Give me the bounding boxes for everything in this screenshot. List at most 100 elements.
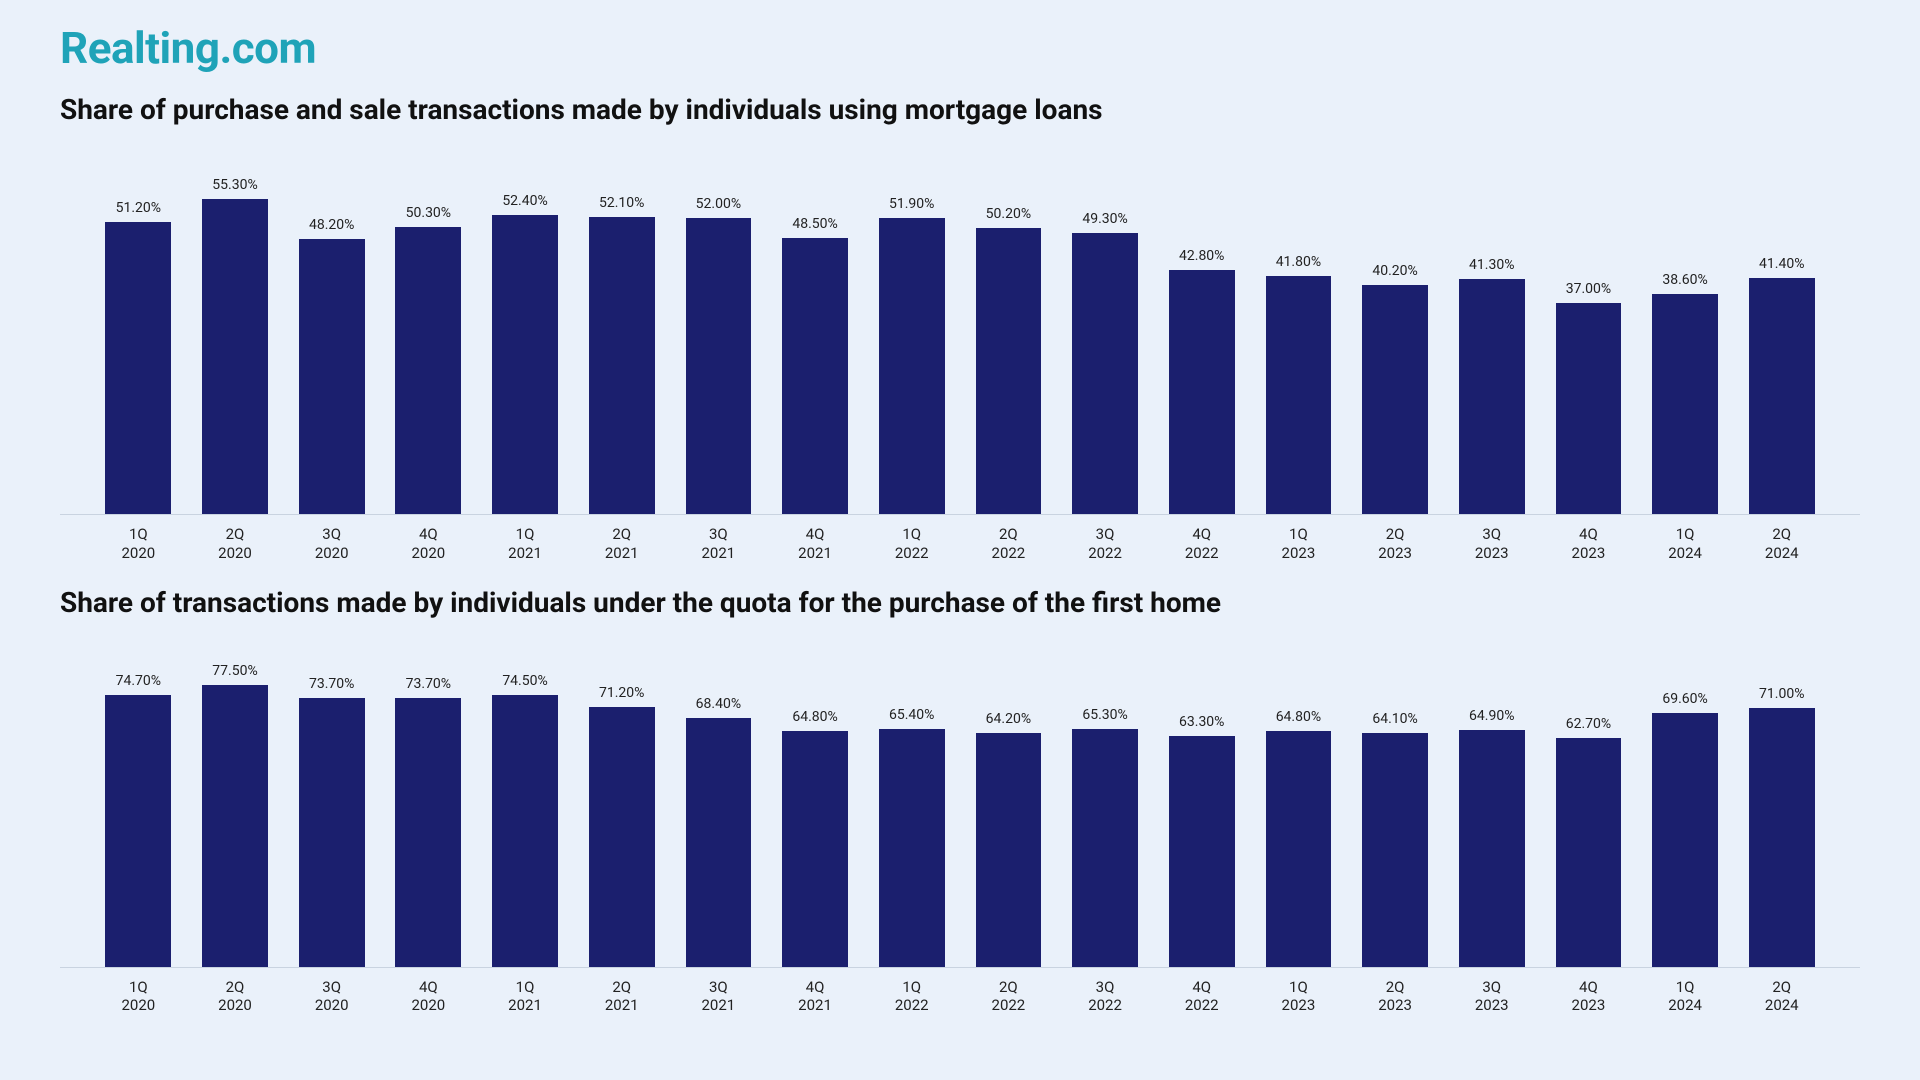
- chart2-bar: [395, 698, 461, 966]
- chart1-x-label: 3Q2020: [283, 525, 380, 563]
- chart1-bar-value-label: 40.20%: [1372, 263, 1417, 279]
- chart1-x-label: 3Q2021: [670, 525, 767, 563]
- chart1-bar-value-label: 49.30%: [1082, 211, 1127, 227]
- chart1-x-label: 3Q2022: [1057, 525, 1154, 563]
- chart2-bar-value-label: 73.70%: [406, 676, 451, 692]
- chart2-bar: [1749, 708, 1815, 966]
- chart2-bar-slot: 73.70%: [283, 638, 380, 967]
- chart2-bar-value-label: 64.80%: [792, 709, 837, 725]
- chart1-bar-value-label: 38.60%: [1662, 272, 1707, 288]
- chart1-plot-area: 51.20%55.30%48.20%50.30%52.40%52.10%52.0…: [60, 145, 1860, 515]
- chart2-x-label: 1Q2020: [90, 978, 187, 1016]
- chart2-x-label: 4Q2023: [1540, 978, 1637, 1016]
- chart2-x-label: 1Q2021: [477, 978, 574, 1016]
- chart1-bar: [1072, 233, 1138, 514]
- chart2-bar-value-label: 68.40%: [696, 696, 741, 712]
- chart1-bar-value-label: 37.00%: [1566, 281, 1611, 297]
- chart1-x-label: 1Q2021: [477, 525, 574, 563]
- chart2-bar-slot: 65.30%: [1057, 638, 1154, 967]
- chart1-bar: [492, 215, 558, 514]
- chart1-bar-slot: 48.20%: [283, 145, 380, 514]
- chart2-x-label: 3Q2020: [283, 978, 380, 1016]
- chart1-bar-value-label: 41.30%: [1469, 257, 1514, 273]
- chart1-bar: [1749, 278, 1815, 514]
- chart1-bar: [976, 228, 1042, 514]
- chart1-bar: [1556, 303, 1622, 514]
- chart1-x-label: 4Q2023: [1540, 525, 1637, 563]
- chart1-bar: [686, 218, 752, 514]
- chart1-bar-value-label: 51.90%: [889, 196, 934, 212]
- chart1-bar-value-label: 55.30%: [212, 177, 257, 193]
- chart2-x-label: 4Q2020: [380, 978, 477, 1016]
- chart2-bar-value-label: 64.80%: [1276, 709, 1321, 725]
- chart-mortgage-share: Share of purchase and sale transactions …: [60, 92, 1860, 563]
- chart2-bar-value-label: 74.50%: [502, 673, 547, 689]
- chart2-x-axis: 1Q20202Q20203Q20204Q20201Q20212Q20213Q20…: [60, 978, 1860, 1016]
- chart1-bar-slot: 51.90%: [863, 145, 960, 514]
- chart1-bar-slot: 42.80%: [1153, 145, 1250, 514]
- chart1-bar-value-label: 50.20%: [986, 206, 1031, 222]
- chart2-bar-slot: 63.30%: [1153, 638, 1250, 967]
- chart2-bar: [202, 685, 268, 967]
- chart1-bar-slot: 48.50%: [767, 145, 864, 514]
- chart2-x-label: 2Q2021: [573, 978, 670, 1016]
- chart1-bar-value-label: 42.80%: [1179, 248, 1224, 264]
- chart2-bar-value-label: 71.20%: [599, 685, 644, 701]
- chart1-bar: [1459, 279, 1525, 514]
- chart1-bar-slot: 38.60%: [1637, 145, 1734, 514]
- chart2-x-label: 1Q2024: [1637, 978, 1734, 1016]
- chart2-bar: [589, 707, 655, 966]
- chart1-x-label: 3Q2023: [1443, 525, 1540, 563]
- chart1-bar-slot: 41.40%: [1733, 145, 1830, 514]
- chart2-bar-value-label: 65.30%: [1082, 707, 1127, 723]
- chart2-bar: [1169, 736, 1235, 966]
- chart2-bar-slot: 73.70%: [380, 638, 477, 967]
- chart2-bar: [1362, 733, 1428, 966]
- chart2-bar-slot: 74.70%: [90, 638, 187, 967]
- chart2-bar-value-label: 74.70%: [116, 673, 161, 689]
- chart2-bar-slot: 74.50%: [477, 638, 574, 967]
- chart1-bar-value-label: 50.30%: [406, 205, 451, 221]
- chart1-x-label: 4Q2021: [767, 525, 864, 563]
- chart1-bar-value-label: 52.00%: [696, 196, 741, 212]
- brand-logo: Realting.com: [60, 22, 1860, 74]
- chart1-x-label: 2Q2024: [1733, 525, 1830, 563]
- chart1-bar-slot: 52.00%: [670, 145, 767, 514]
- chart1-x-label: 1Q2022: [863, 525, 960, 563]
- chart2-x-label: 3Q2022: [1057, 978, 1154, 1016]
- chart1-bar: [202, 199, 268, 514]
- chart2-bar-slot: 69.60%: [1637, 638, 1734, 967]
- chart1-x-axis: 1Q20202Q20203Q20204Q20201Q20212Q20213Q20…: [60, 525, 1860, 563]
- chart1-bar: [1169, 270, 1235, 514]
- chart2-bar: [686, 718, 752, 967]
- chart2-bar-value-label: 69.60%: [1662, 691, 1707, 707]
- chart1-bar-slot: 37.00%: [1540, 145, 1637, 514]
- chart2-plot-area: 74.70%77.50%73.70%73.70%74.50%71.20%68.4…: [60, 638, 1860, 968]
- chart2-bar: [1652, 713, 1718, 966]
- chart2-bar: [782, 731, 848, 967]
- chart1-bar-slot: 41.30%: [1443, 145, 1540, 514]
- chart2-bar: [976, 733, 1042, 967]
- chart2-bar-slot: 71.20%: [573, 638, 670, 967]
- chart1-bar: [299, 239, 365, 514]
- chart1-x-label: 1Q2024: [1637, 525, 1734, 563]
- chart1-bar-slot: 50.20%: [960, 145, 1057, 514]
- chart1-bar-slot: 52.10%: [573, 145, 670, 514]
- chart2-x-label: 3Q2021: [670, 978, 767, 1016]
- chart2-bar-value-label: 64.10%: [1372, 711, 1417, 727]
- chart1-x-label: 1Q2023: [1250, 525, 1347, 563]
- chart2-x-label: 2Q2024: [1733, 978, 1830, 1016]
- chart1-bar-value-label: 48.20%: [309, 217, 354, 233]
- chart2-bar: [1266, 731, 1332, 967]
- chart1-x-label: 2Q2022: [960, 525, 1057, 563]
- chart1-bar: [105, 222, 171, 514]
- chart2-bar-slot: 64.10%: [1347, 638, 1444, 967]
- chart1-bar-value-label: 48.50%: [792, 216, 837, 232]
- chart1-bar: [1362, 285, 1428, 514]
- chart2-bar-slot: 62.70%: [1540, 638, 1637, 967]
- chart2-title: Share of transactions made by individual…: [60, 585, 1260, 620]
- chart1-x-label: 2Q2021: [573, 525, 670, 563]
- chart1-bar-slot: 41.80%: [1250, 145, 1347, 514]
- chart1-bar-value-label: 41.80%: [1276, 254, 1321, 270]
- chart1-bar-value-label: 51.20%: [116, 200, 161, 216]
